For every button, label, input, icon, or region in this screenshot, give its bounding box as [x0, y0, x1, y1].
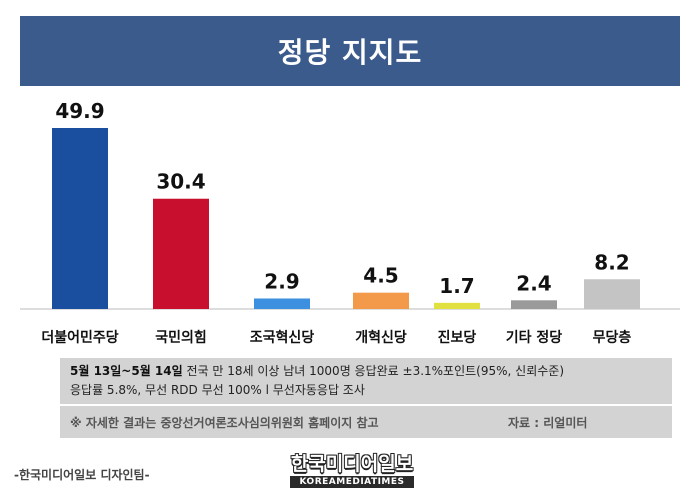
- data-label: 4.5: [363, 264, 398, 288]
- survey-line2: 응답률 5.8%, 무선 RDD 무선 100% l 무선자동응답 조사: [70, 383, 365, 397]
- category-label: 개혁신당: [355, 329, 407, 346]
- data-label: 49.9: [55, 99, 104, 123]
- survey-info: 5월 13일~5월 14일 전국 만 18세 이상 남녀 1000명 응답완료 …: [60, 358, 672, 404]
- logo: 한국미디어일보 KOREAMEDIATIMES: [290, 454, 414, 488]
- data-label: 2.9: [264, 269, 299, 293]
- source-text: 자료 : 리얼미터: [508, 415, 588, 430]
- category-label: 무당층: [593, 329, 632, 346]
- survey-line1: 전국 만 18세 이상 남녀 1000명 응답완료 ±3.1%포인트(95%, …: [182, 364, 565, 378]
- bar: [584, 279, 640, 309]
- design-credit: -한국미디어일보 디자인팀-: [14, 468, 150, 482]
- note-box: ※ 자세한 결과는 중앙선거여론조사심의위원회 홈페이지 참고 자료 : 리얼미…: [60, 406, 672, 438]
- bar: [52, 128, 108, 309]
- data-label: 1.7: [439, 274, 474, 298]
- category-label: 국민의힘: [155, 329, 207, 346]
- title-bar: 정당 지지도: [20, 16, 680, 86]
- bar: [511, 300, 557, 309]
- logo-sub: KOREAMEDIATIMES: [290, 476, 414, 488]
- data-label: 2.4: [516, 271, 551, 295]
- bar: [153, 198, 209, 309]
- data-label: 30.4: [156, 170, 205, 194]
- note-text: ※ 자세한 결과는 중앙선거여론조사심의위원회 홈페이지 참고: [70, 415, 379, 430]
- logo-main: 한국미디어일보: [290, 453, 414, 475]
- category-label: 더불어민주당: [41, 329, 118, 346]
- bar: [434, 302, 480, 309]
- bar-chart: 49.9 더불어민주당 30.4 국민의힘 2.9 조국혁신당 4.5 개혁신당 1.7 진보당 2…: [20, 99, 680, 346]
- category-label: 기타 정당: [506, 329, 563, 346]
- survey-date: 5월 13일~5월 14일: [70, 364, 183, 378]
- chart-title: 정당 지지도: [277, 36, 423, 69]
- category-label: 진보당: [438, 329, 477, 346]
- data-label: 8.2: [594, 250, 629, 274]
- bar: [254, 298, 310, 309]
- bar: [353, 292, 409, 309]
- category-label: 조국혁신당: [250, 329, 315, 346]
